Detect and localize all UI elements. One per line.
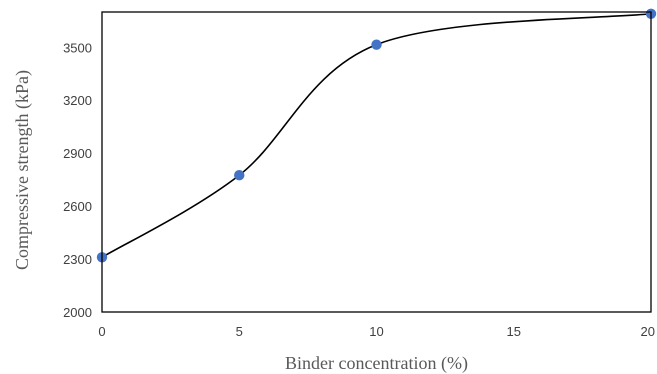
x-axis-label: Binder concentration (%)	[285, 353, 468, 374]
y-tick-label: 2000	[63, 305, 92, 320]
x-tick-label: 10	[369, 324, 383, 339]
y-tick-label: 2600	[63, 199, 92, 214]
y-tick-label: 2900	[63, 146, 92, 161]
series-points	[96, 8, 657, 263]
x-tick-label: 0	[98, 324, 105, 339]
y-tick-label: 3500	[63, 40, 92, 55]
data-point	[234, 170, 245, 181]
y-tick-label: 3200	[63, 93, 92, 108]
data-point	[371, 39, 382, 50]
series-line	[101, 12, 652, 258]
y-tick-label: 2300	[63, 252, 92, 267]
x-tick-label: 15	[507, 324, 521, 339]
y-axis-ticks: 2000 2300 2600 2900 3200 3500	[63, 40, 92, 320]
x-tick-label: 20	[641, 324, 655, 339]
y-axis-label: Compressive strength (kPa)	[12, 70, 33, 270]
x-axis-ticks: 0 5 10 15 20	[98, 324, 655, 339]
x-tick-label: 5	[236, 324, 243, 339]
plot-frame	[101, 11, 652, 313]
